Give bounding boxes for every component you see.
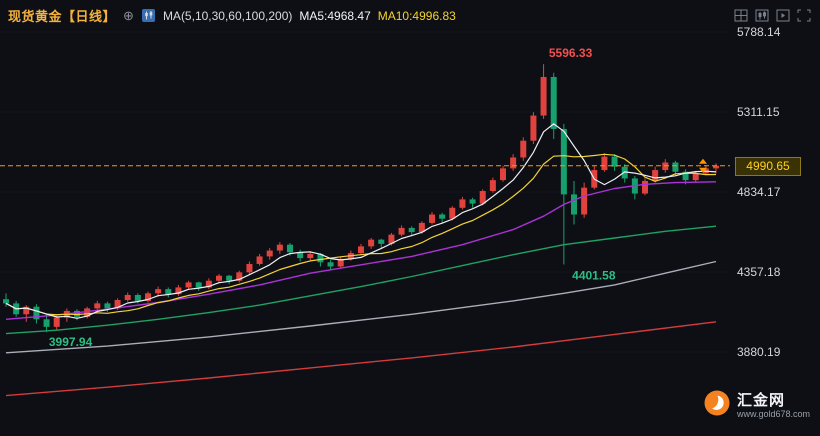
ma5-value-label: MA5:4968.47: [299, 8, 371, 23]
panel-play-button[interactable]: [775, 8, 790, 22]
chart-type-button[interactable]: [754, 8, 769, 22]
site-name: 汇金网: [736, 391, 785, 409]
site-logo-icon: [704, 390, 730, 421]
svg-text:4401.58: 4401.58: [572, 269, 616, 283]
site-watermark: 汇金网 www.gold678.com: [704, 390, 810, 421]
price-marker-down-arrow: [699, 167, 707, 173]
axis-tick-label: 3880.19: [737, 344, 781, 359]
candlestick-chart: 5596.33 4401.58 3997.94: [0, 46, 730, 397]
chart-header: 现货黄金【日线】 ⊕ MA(5,10,30,60,100,200) MA5:49…: [8, 6, 456, 25]
period-label: 【日线】: [62, 9, 117, 24]
axis-tick-label: 5311.15: [737, 105, 780, 119]
layout-grid-button[interactable]: [733, 8, 748, 22]
symbol-title: 现货黄金【日线】: [8, 6, 116, 25]
chart-canvas[interactable]: 5596.33 4401.58 3997.94: [0, 0, 730, 431]
ma10-value-label: MA10:4996.83: [377, 8, 456, 23]
fullscreen-button[interactable]: [796, 8, 811, 22]
site-url: www.gold678.com: [736, 408, 810, 419]
add-indicator-button[interactable]: ⊕: [123, 8, 134, 23]
axis-tick-label: 5788.14: [737, 25, 781, 39]
symbol-name: 现货黄金: [8, 9, 63, 24]
chart-style-icon[interactable]: [141, 9, 156, 23]
svg-text:3997.94: 3997.94: [49, 335, 93, 349]
ma-params-label: MA(5,10,30,60,100,200): [162, 8, 293, 23]
svg-text:5596.33: 5596.33: [549, 46, 593, 60]
axis-tick-label: 4834.17: [737, 184, 781, 199]
price-axis: 5788.14 5311.15 4834.17 4357.18 3880.19: [737, 0, 819, 431]
price-marker-up-arrow: [699, 158, 707, 164]
chart-toolbar: [733, 8, 811, 22]
last-price-badge: 4990.65: [735, 156, 801, 176]
axis-tick-label: 4357.18: [737, 264, 781, 279]
